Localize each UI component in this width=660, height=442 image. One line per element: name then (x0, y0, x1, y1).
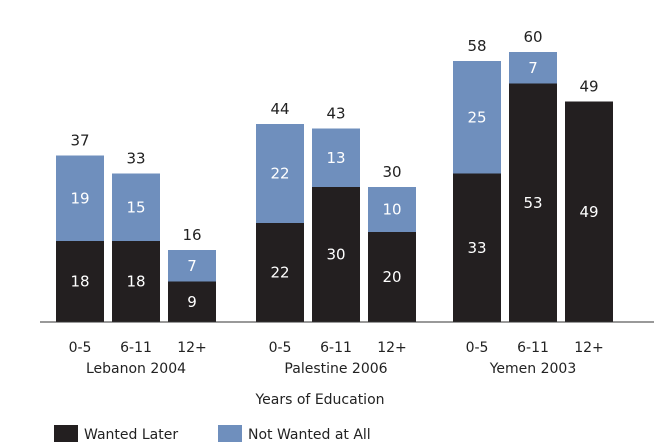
x-tick-label: 6-11 (120, 340, 152, 356)
group-labels: Lebanon 2004 Palestine 2006 Yemen 2003 (86, 361, 576, 377)
x-tick-label: 12+ (377, 340, 407, 356)
x-tick-label: 12+ (177, 340, 207, 356)
legend: Wanted Later Not Wanted at All (54, 425, 371, 442)
bar-segment-not-wanted-at-all (256, 124, 304, 223)
x-tick-label: 0-5 (466, 340, 489, 356)
legend-swatch-not-wanted-at-all (218, 425, 242, 442)
x-tick-labels: 0-5 6-11 12+ 0-5 6-11 12+ 0-5 6-11 12+ (69, 340, 604, 356)
data-label-not-wanted-at-all: 7 (187, 257, 197, 275)
x-tick-label: 6-11 (517, 340, 549, 356)
data-label-not-wanted-at-all: 10 (382, 201, 401, 219)
bar-segment-wanted-later (112, 241, 160, 322)
x-tick-label: 0-5 (269, 340, 292, 356)
data-label-wanted-later: 30 (326, 246, 345, 264)
total-label: 33 (126, 150, 145, 168)
bar-segment-not-wanted-at-all (509, 52, 557, 84)
bar-segment-wanted-later (565, 101, 613, 322)
data-label-wanted-later: 9 (187, 293, 197, 311)
total-label: 37 (70, 132, 89, 150)
data-label-wanted-later: 33 (467, 239, 486, 257)
x-axis-title: Years of Education (254, 392, 384, 408)
bar-segment-wanted-later (256, 223, 304, 322)
total-label: 43 (326, 105, 345, 123)
bar-segment-not-wanted-at-all (312, 128, 360, 187)
bar-segment-wanted-later (509, 83, 557, 322)
group-label: Lebanon 2004 (86, 361, 186, 377)
data-label-not-wanted-at-all: 13 (326, 149, 345, 167)
group-label: Palestine 2006 (284, 361, 387, 377)
data-label-wanted-later: 20 (382, 268, 401, 286)
data-label-not-wanted-at-all: 22 (270, 165, 289, 183)
bar-segment-not-wanted-at-all (112, 173, 160, 241)
bar-segment-wanted-later (56, 241, 104, 322)
bar-segment-wanted-later (168, 281, 216, 322)
x-tick-label: 12+ (574, 340, 604, 356)
data-label-wanted-later: 53 (523, 194, 542, 212)
bar-segment-not-wanted-at-all (56, 155, 104, 241)
bars-layer: 18 19 37 18 15 33 9 7 16 22 22 44 30 13 43 20 10 30 33 25 58… (56, 28, 613, 322)
bar-segment-wanted-later (453, 173, 501, 322)
x-tick-label: 6-11 (320, 340, 352, 356)
data-label-not-wanted-at-all: 15 (126, 198, 145, 216)
x-tick-label: 0-5 (69, 340, 92, 356)
bar-segment-not-wanted-at-all (368, 187, 416, 232)
bar-segment-wanted-later (312, 187, 360, 322)
data-label-not-wanted-at-all: 7 (528, 59, 538, 77)
total-label: 58 (467, 37, 486, 55)
legend-label-wanted-later: Wanted Later (84, 427, 178, 442)
data-label-wanted-later: 18 (70, 273, 89, 291)
legend-label-not-wanted-at-all: Not Wanted at All (248, 427, 371, 442)
data-label-wanted-later: 18 (126, 273, 145, 291)
total-label: 60 (523, 28, 542, 46)
total-label: 44 (270, 100, 289, 118)
bar-segment-not-wanted-at-all (453, 61, 501, 174)
data-label-not-wanted-at-all: 19 (70, 189, 89, 207)
legend-swatch-wanted-later (54, 425, 78, 442)
group-label: Yemen 2003 (489, 361, 577, 377)
total-label: 16 (182, 226, 201, 244)
data-label-not-wanted-at-all: 25 (467, 108, 486, 126)
total-label: 30 (382, 163, 401, 181)
total-label: 49 (579, 78, 598, 96)
data-label-wanted-later: 22 (270, 264, 289, 282)
bar-segment-not-wanted-at-all (168, 250, 216, 282)
data-label-wanted-later: 49 (579, 203, 598, 221)
bar-segment-wanted-later (368, 232, 416, 322)
